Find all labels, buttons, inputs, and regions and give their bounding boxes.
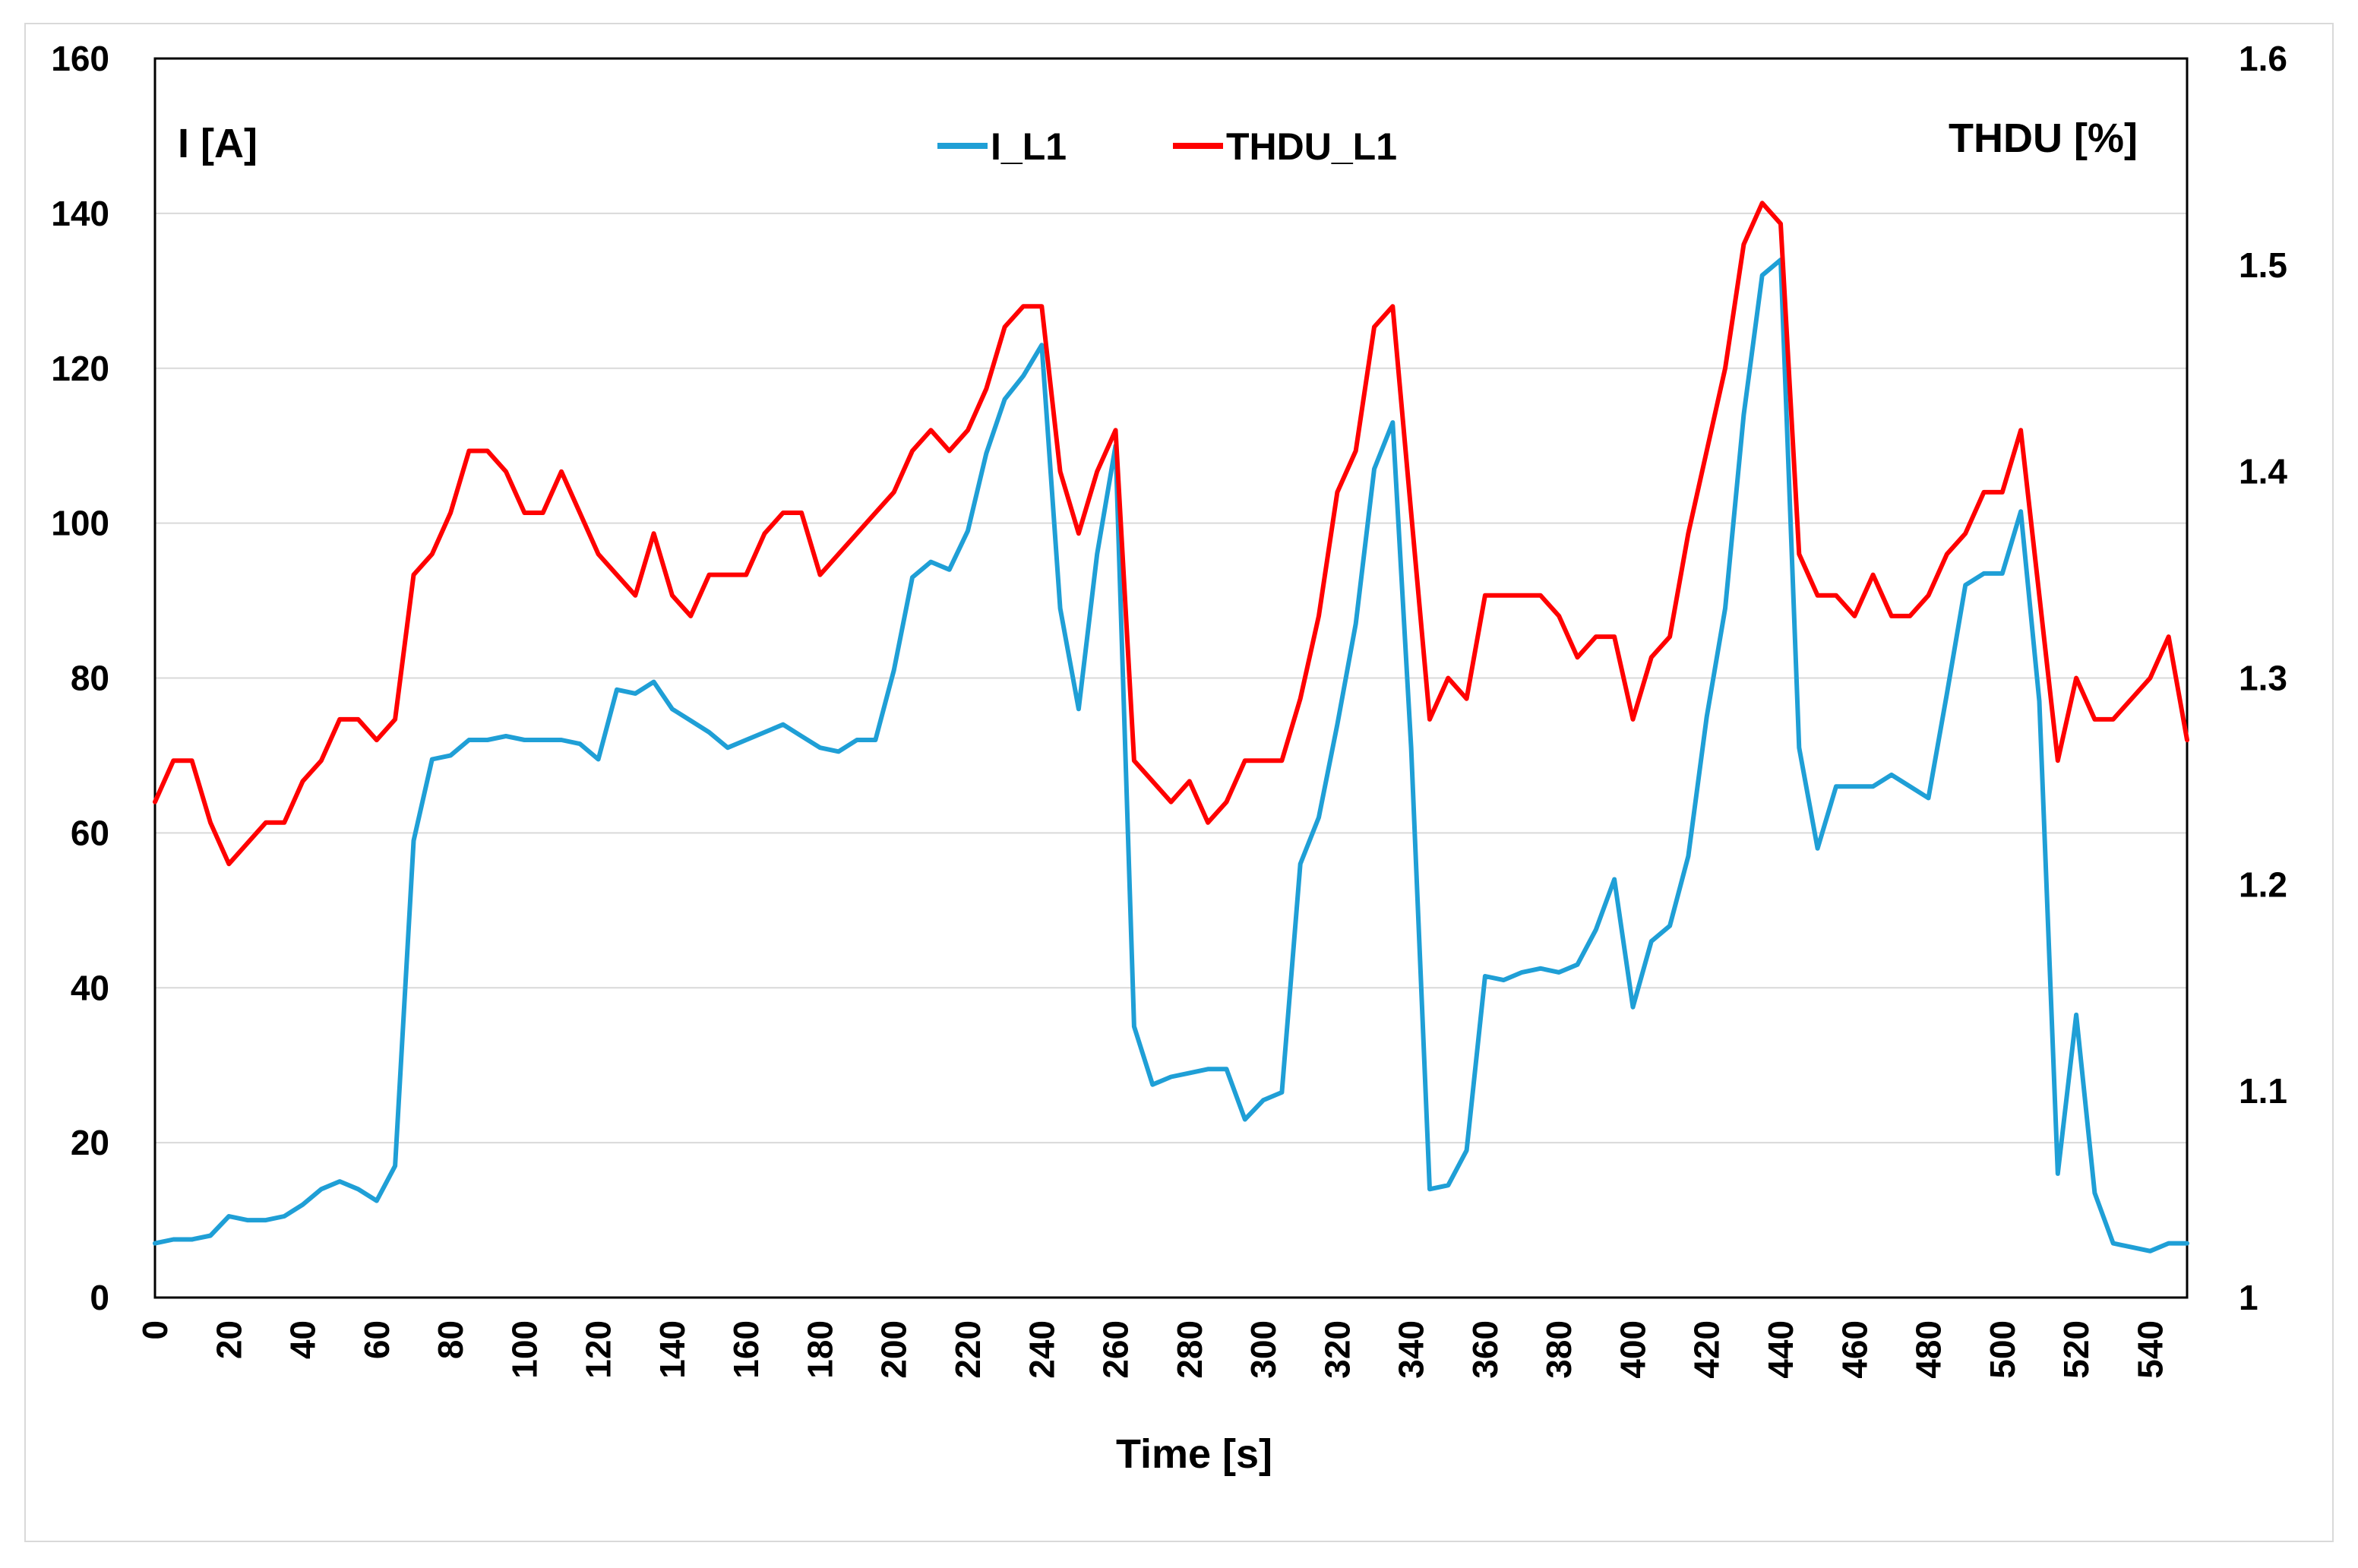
x-tick-label: 380 bbox=[1539, 1320, 1579, 1379]
right-tick-label: 1.4 bbox=[2239, 452, 2287, 492]
series-layer bbox=[153, 201, 2189, 1253]
x-tick-label: 80 bbox=[431, 1320, 470, 1359]
left-tick-label: 100 bbox=[51, 504, 109, 543]
x-tick-label: 20 bbox=[209, 1320, 248, 1359]
chart-frame: 0 20 40 60 80 100 120 140 160 1 1.1 1.2 1.3 1.4 1.5 1.… bbox=[24, 23, 2334, 1542]
x-tick-label: 200 bbox=[874, 1320, 914, 1379]
plot-area-border bbox=[153, 57, 2189, 1299]
x-tick-label: 480 bbox=[1909, 1320, 1949, 1379]
x-tick-label: 0 bbox=[135, 1320, 175, 1340]
x-tick-label: 500 bbox=[1983, 1320, 2022, 1379]
x-tick-label: 360 bbox=[1465, 1320, 1505, 1379]
left-tick-label: 0 bbox=[90, 1278, 109, 1317]
left-tick-label: 120 bbox=[51, 349, 109, 388]
right-tick-label: 1.5 bbox=[2239, 245, 2287, 285]
x-tick-label: 300 bbox=[1244, 1320, 1283, 1379]
legend-label-thdu-l1: THDU_L1 bbox=[1226, 125, 1397, 168]
x-axis-label: Time [s] bbox=[1116, 1431, 1272, 1477]
left-axis-ticks: 0 20 40 60 80 100 120 140 160 bbox=[51, 39, 109, 1317]
x-tick-label: 140 bbox=[653, 1320, 692, 1379]
x-tick-label: 40 bbox=[283, 1320, 323, 1359]
x-tick-label: 280 bbox=[1170, 1320, 1209, 1379]
series-line-thdu-l1 bbox=[153, 201, 2189, 867]
x-axis-ticks: 0 20 40 60 80 100 120 140 160 180 200 220 240 260 280 3… bbox=[135, 1320, 2170, 1379]
left-tick-label: 140 bbox=[51, 194, 109, 233]
legend-label-i-l1: I_L1 bbox=[991, 125, 1067, 168]
x-tick-label: 240 bbox=[1022, 1320, 1061, 1379]
x-tick-label: 460 bbox=[1835, 1320, 1874, 1379]
chart: 0 20 40 60 80 100 120 140 160 1 1.1 1.2 1.3 1.4 1.5 1.… bbox=[51, 39, 2287, 1477]
left-tick-label: 20 bbox=[71, 1123, 109, 1162]
right-tick-label: 1.2 bbox=[2239, 865, 2287, 904]
x-tick-label: 540 bbox=[2130, 1320, 2170, 1379]
series-line-i-l1 bbox=[153, 258, 2189, 1253]
x-tick-label: 220 bbox=[948, 1320, 988, 1379]
legend: I_L1 THDU_L1 bbox=[937, 125, 1397, 168]
x-tick-label: 400 bbox=[1613, 1320, 1652, 1379]
x-tick-label: 260 bbox=[1096, 1320, 1136, 1379]
right-tick-label: 1.3 bbox=[2239, 659, 2287, 698]
right-tick-label: 1 bbox=[2239, 1278, 2258, 1317]
left-tick-label: 60 bbox=[71, 813, 109, 852]
right-axis-ticks: 1 1.1 1.2 1.3 1.4 1.5 1.6 bbox=[2239, 39, 2287, 1317]
x-tick-label: 60 bbox=[357, 1320, 397, 1359]
right-axis-label: THDU [%] bbox=[1949, 115, 2138, 161]
left-axis-label: I [A] bbox=[178, 121, 258, 166]
x-tick-label: 520 bbox=[2056, 1320, 2096, 1379]
x-tick-label: 440 bbox=[1761, 1320, 1800, 1379]
gridlines bbox=[155, 212, 2187, 1144]
x-tick-label: 320 bbox=[1317, 1320, 1357, 1379]
x-tick-label: 420 bbox=[1687, 1320, 1727, 1379]
x-tick-label: 160 bbox=[726, 1320, 766, 1379]
x-tick-label: 120 bbox=[579, 1320, 618, 1379]
x-tick-label: 180 bbox=[800, 1320, 839, 1379]
left-tick-label: 40 bbox=[71, 968, 109, 1007]
left-tick-label: 160 bbox=[51, 39, 109, 78]
left-tick-label: 80 bbox=[71, 659, 109, 698]
x-tick-label: 100 bbox=[504, 1320, 544, 1379]
right-tick-label: 1.6 bbox=[2239, 39, 2287, 78]
x-tick-label: 340 bbox=[1392, 1320, 1431, 1379]
right-tick-label: 1.1 bbox=[2239, 1071, 2287, 1111]
